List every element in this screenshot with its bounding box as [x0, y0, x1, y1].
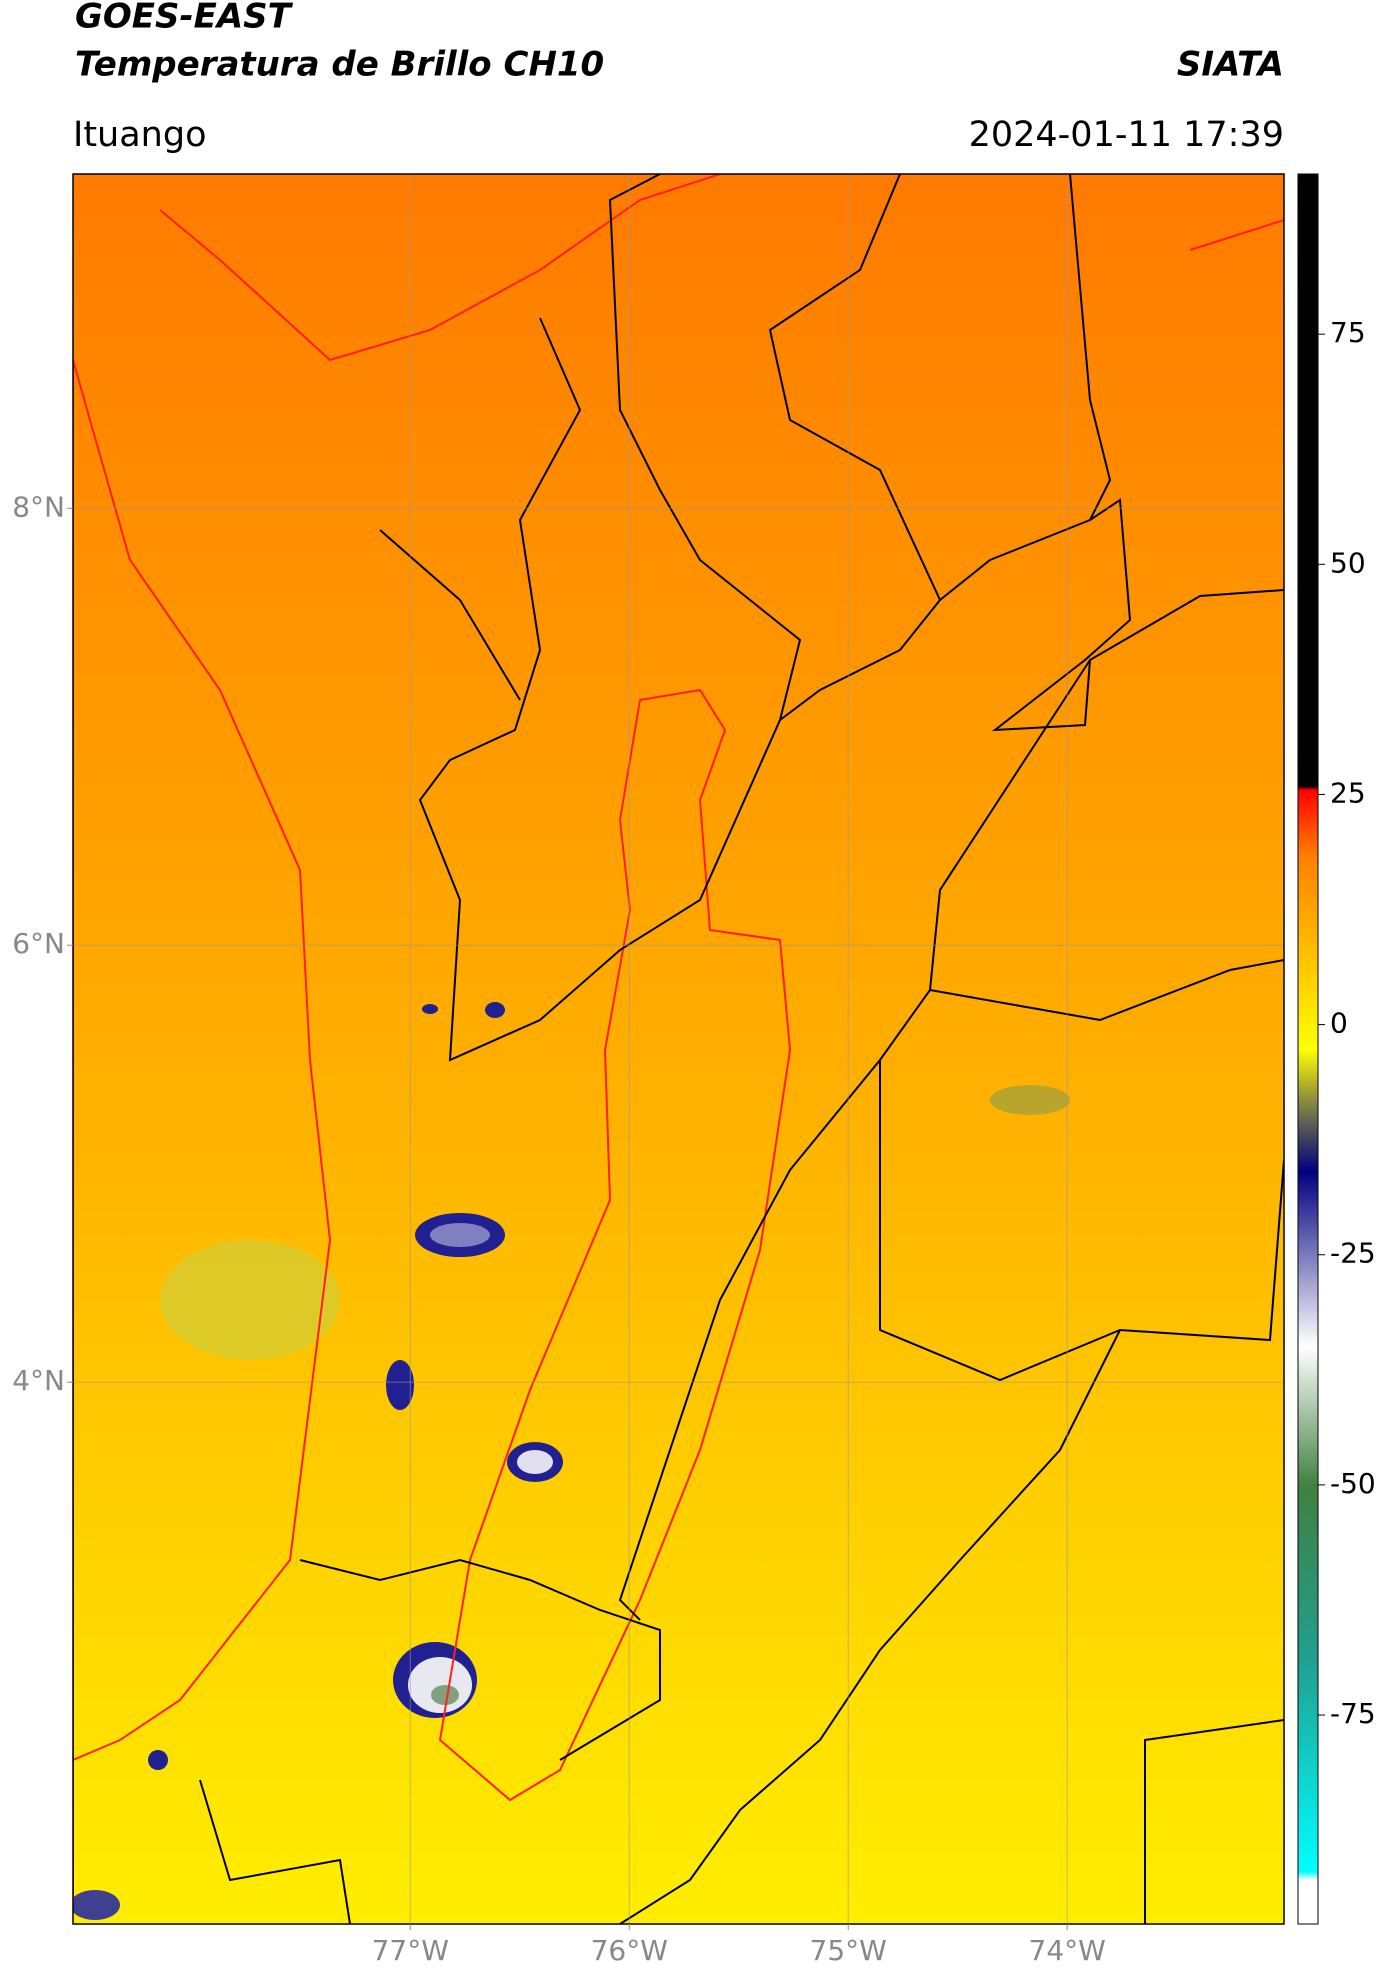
colorbar-tick-label: -25: [1330, 1237, 1376, 1270]
grid: [73, 174, 1284, 1924]
y-tick-label: 4°N: [12, 1364, 65, 1397]
colorbar-tick-label: 50: [1330, 546, 1366, 579]
x-tick-label: 74°W: [1029, 1934, 1106, 1967]
colorbar-tick-label: 75: [1330, 316, 1366, 349]
location: Ituango: [73, 115, 207, 155]
colorbar-tick-label: 0: [1330, 1007, 1348, 1040]
x-tick-label: 76°W: [591, 1934, 668, 1967]
y-tick-label: 6°N: [12, 927, 65, 960]
colorbar: [1297, 173, 1319, 1925]
organization: SIATA: [1177, 45, 1284, 85]
x-tick-label: 77°W: [372, 1934, 449, 1967]
colorbar-tick-label: -75: [1330, 1697, 1376, 1730]
map-frame: [72, 173, 1285, 1925]
colorbar-tick-label: 25: [1330, 776, 1366, 809]
map-image: [73, 174, 1284, 1924]
datetime: 2024-01-11 17:39: [969, 115, 1284, 155]
x-tick-label: 75°W: [810, 1934, 887, 1967]
title: GOES-EAST: [75, 0, 294, 37]
subtitle: Temperatura de Brillo CH10: [75, 45, 604, 85]
y-tick-label: 8°N: [12, 490, 65, 523]
colorbar-tick-label: -50: [1330, 1467, 1376, 1500]
